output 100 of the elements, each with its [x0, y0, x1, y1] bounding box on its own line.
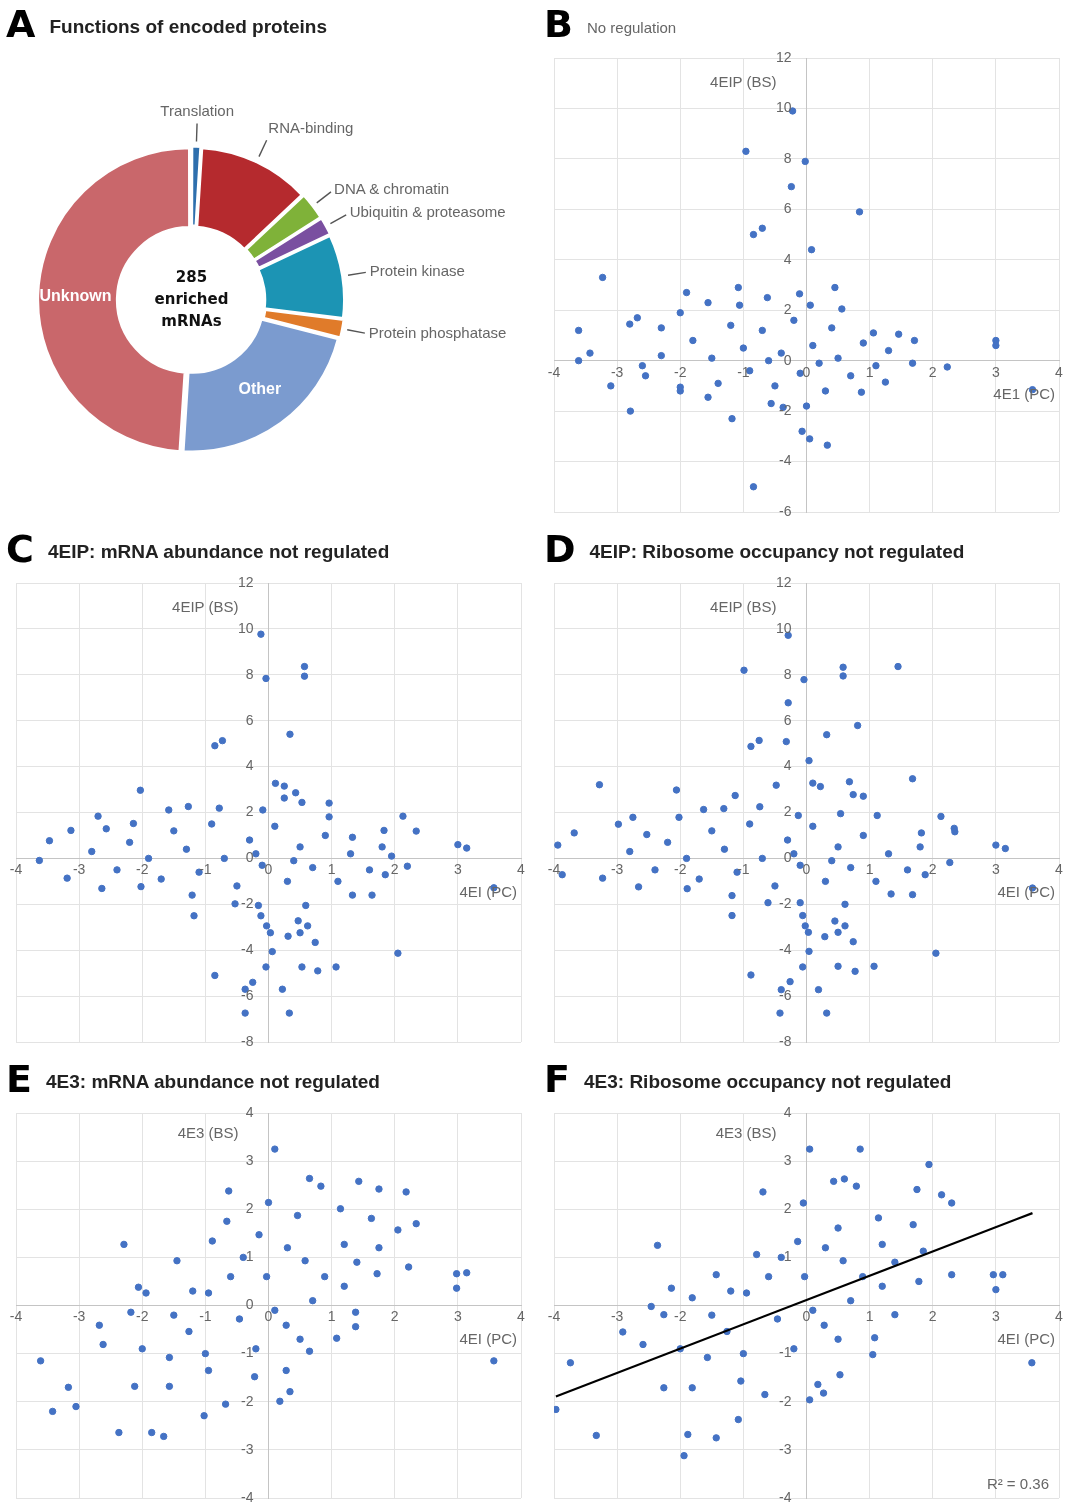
y-tick-label: -4	[241, 1488, 254, 1505]
y-tick-label: -2	[779, 1392, 792, 1409]
x-tick-label: -2	[136, 861, 149, 878]
x-axis-title: 4EI (PC)	[997, 1329, 1055, 1347]
x-tick-label: 4	[1055, 861, 1064, 878]
text: C	[6, 527, 34, 571]
slice-label: RNA-binding	[268, 119, 354, 137]
y-tick-label: 12	[775, 573, 792, 590]
text: D	[544, 527, 576, 571]
x-tick-label: 2	[390, 861, 399, 878]
y-tick-label: 0	[245, 1296, 254, 1313]
y-tick-label: -3	[241, 1440, 254, 1457]
chart-title: 4EIP: mRNA abundance not regulated	[47, 541, 390, 563]
y-tick-label: -2	[779, 895, 792, 912]
y-tick-label: 2	[783, 803, 792, 820]
y-tick-label: 0	[783, 849, 792, 866]
x-tick-label: 1	[865, 1308, 874, 1325]
y-tick-label: 4	[783, 757, 792, 774]
y-tick-label: 8	[245, 665, 254, 682]
x-tick-label: 1	[327, 861, 336, 878]
y-tick-label: 0	[783, 351, 792, 368]
text: E	[6, 1057, 32, 1101]
y-axis-title: 4EIP (BS)	[710, 598, 777, 616]
x-tick-label: -1	[737, 363, 750, 380]
y-tick-label: 4	[783, 1103, 792, 1120]
x-tick-label: 1	[327, 1308, 336, 1325]
x-tick-label: 3	[991, 1308, 1000, 1325]
y-tick-label: 10	[775, 619, 792, 636]
x-tick-label: -2	[136, 1308, 149, 1325]
x-tick-label: 4	[1055, 363, 1064, 380]
x-tick-label: 3	[453, 861, 462, 878]
y-tick-label: -8	[241, 1032, 254, 1049]
x-tick-label: -4	[547, 1308, 561, 1325]
text: A	[6, 2, 36, 46]
slice-label: Translation	[160, 102, 234, 120]
y-tick-label: 3	[245, 1151, 254, 1168]
x-tick-label: 0	[264, 1308, 273, 1325]
x-tick-label: -2	[674, 363, 687, 380]
y-tick-label: -3	[779, 1440, 792, 1457]
x-tick-label: 1	[865, 861, 874, 878]
text: 285 enriched mRNAs	[154, 267, 229, 330]
y-tick-label: 2	[783, 301, 792, 318]
y-tick-label: 0	[245, 849, 254, 866]
x-tick-label: 4	[517, 861, 526, 878]
y-tick-label: -4	[779, 452, 792, 469]
y-tick-label: -1	[779, 1344, 792, 1361]
text: F	[544, 1057, 570, 1101]
y-tick-label: 4	[245, 1103, 254, 1120]
x-tick-label: -2	[674, 1308, 687, 1325]
x-tick-label: 1	[865, 363, 874, 380]
y-tick-label: 2	[783, 1200, 792, 1217]
annotation: R² = 0.36	[986, 1474, 1049, 1492]
y-tick-label: -2	[241, 895, 254, 912]
x-tick-label: 0	[264, 861, 273, 878]
y-axis-title: 4EIP (BS)	[172, 598, 239, 616]
y-tick-label: -6	[779, 986, 792, 1003]
y-tick-label: 2	[245, 1200, 254, 1217]
x-tick-label: 4	[1055, 1308, 1064, 1325]
x-tick-label: -4	[9, 1308, 23, 1325]
chart-title: 4EIP: Ribosome occupancy not regulated	[589, 541, 965, 563]
x-tick-label: 2	[928, 363, 937, 380]
x-tick-label: -1	[199, 1308, 212, 1325]
x-tick-label: -3	[72, 861, 86, 878]
chart-title: 4E3: mRNA abundance not regulated	[45, 1071, 380, 1093]
y-tick-label: -6	[779, 502, 792, 519]
x-axis-title: 4EI (PC)	[459, 1329, 517, 1347]
y-tick-label: 6	[783, 200, 792, 217]
y-tick-label: -2	[241, 1392, 254, 1409]
y-axis-title: 4EIP (BS)	[710, 73, 777, 91]
x-tick-label: -1	[199, 861, 212, 878]
x-tick-label: 0	[802, 363, 811, 380]
y-tick-label: 1	[245, 1248, 254, 1265]
x-tick-label: 3	[991, 861, 1000, 878]
slice-label: Ubiquitin & proteasome	[349, 203, 506, 221]
x-tick-label: 0	[802, 861, 811, 878]
y-tick-label: 4	[245, 757, 254, 774]
x-tick-label: 4	[517, 1308, 526, 1325]
y-tick-label: -4	[241, 941, 254, 958]
x-tick-label: 0	[802, 1308, 811, 1325]
y-tick-label: 12	[775, 48, 792, 65]
x-tick-label: -2	[674, 861, 687, 878]
text: B	[544, 2, 573, 46]
x-tick-label: -4	[547, 861, 561, 878]
y-axis-title: 4E3 (BS)	[177, 1124, 239, 1142]
x-tick-label: 2	[390, 1308, 399, 1325]
chart-title: Functions of encoded proteins	[49, 16, 328, 38]
x-tick-label: -4	[9, 861, 23, 878]
x-tick-label: -3	[610, 363, 624, 380]
y-tick-label: 4	[783, 250, 792, 267]
y-tick-label: 10	[775, 99, 792, 116]
y-tick-label: 10	[237, 619, 254, 636]
y-tick-label: 6	[245, 711, 254, 728]
y-tick-label: -8	[779, 1032, 792, 1049]
y-tick-label: 8	[783, 149, 792, 166]
x-tick-label: 3	[453, 1308, 462, 1325]
slice-label: Protein kinase	[369, 261, 465, 279]
chart-title: 4E3: Ribosome occupancy not regulated	[583, 1071, 952, 1093]
y-tick-label: -4	[779, 941, 792, 958]
x-tick-label: 2	[928, 1308, 937, 1325]
x-tick-label: 3	[991, 363, 1000, 380]
